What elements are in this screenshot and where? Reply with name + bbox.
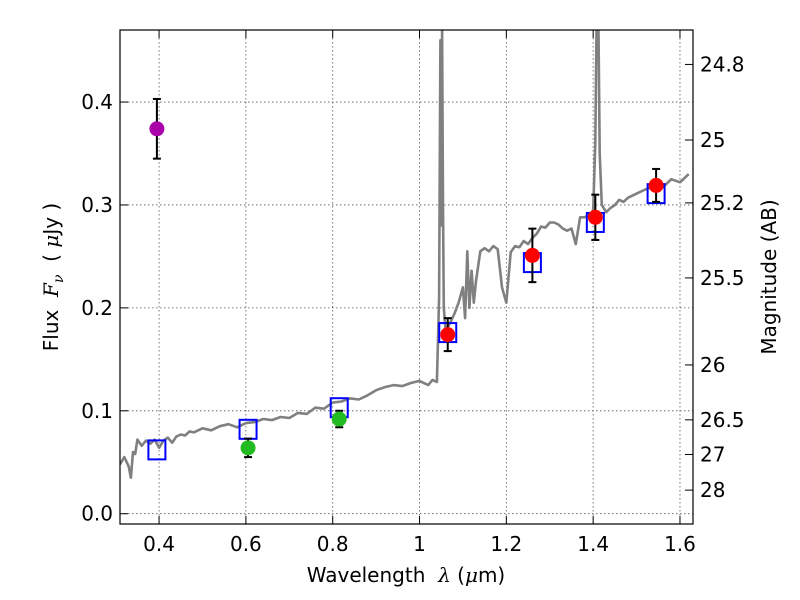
grid [120,30,693,524]
y2-tick-label: 26.5 [700,408,745,432]
plot-frame [119,29,694,525]
y2-tick-label: 28 [700,478,725,502]
observed-flux-point [149,121,165,137]
y-tick-label: 0.4 [81,90,113,114]
model-spectrum-line [120,30,690,479]
y-tick-label: 0.0 [81,502,113,526]
observed-flux-point [240,440,256,456]
x-tick-label: 0.8 [317,532,349,556]
y2-tick-label: 27 [700,442,725,466]
observed-flux-point [648,177,664,193]
y-tick-label: 0.3 [81,193,113,217]
y2-tick-label: 24.8 [700,52,745,76]
y-tick-label: 0.1 [81,399,113,423]
y2-tick-label: 25.5 [700,266,745,290]
y2-tick-label: 25.2 [700,191,745,215]
observed-flux-point [587,209,603,225]
ticks: 0.4 0.6 0.8 1 1.2 1.4 1.6 0.0 0.1 0.2 0.3 0.4 24.8 25… [81,30,745,556]
observed-flux-point [440,327,456,343]
spectrum-layer [120,30,690,479]
model-photometry-box [147,439,167,461]
y2-tick-label: 26 [700,353,725,377]
observed-photometry-layer [149,97,664,459]
x-tick-label: 1.2 [490,532,522,556]
x-tick-label: 0.4 [143,532,175,556]
observed-flux-point [331,411,347,427]
x-tick-label: 0.6 [230,532,262,556]
y-tick-label: 0.2 [81,296,113,320]
x-tick-label: 1 [413,532,426,556]
observed-flux-point [524,247,540,263]
y2-tick-label: 25 [700,128,725,152]
x-tick-label: 1.6 [664,532,696,556]
x-tick-label: 1.4 [577,532,609,556]
y-axis-label: Flux Fν ( μJy ) [39,203,67,351]
y2-axis-label: Magnitude (AB) [757,199,781,354]
x-axis-label: Wavelength λ (μm) [307,563,506,587]
